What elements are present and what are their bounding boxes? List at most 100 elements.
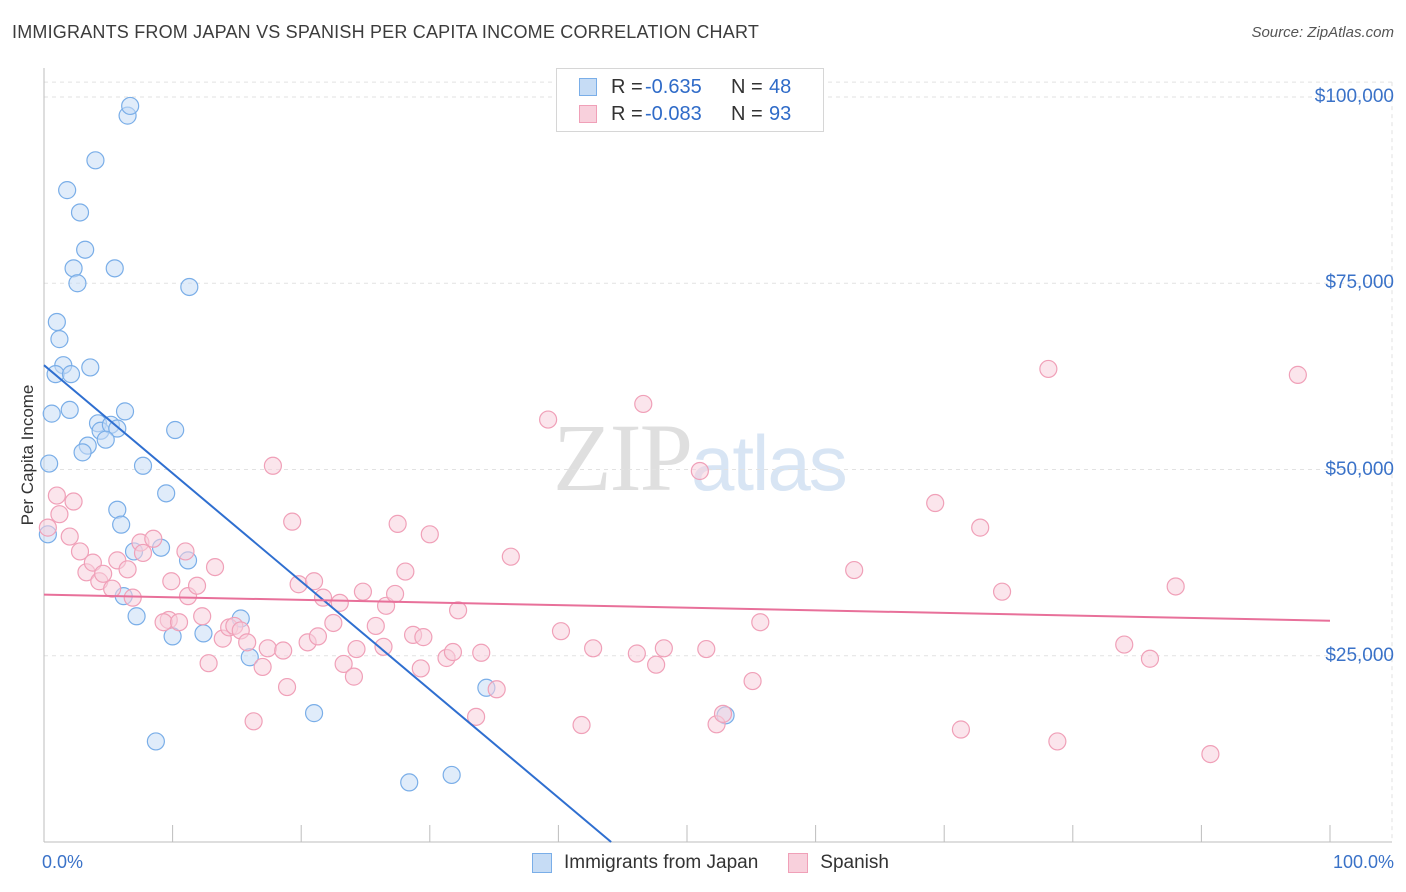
point-spanish — [697, 639, 716, 659]
watermark-atlas: atlas — [691, 419, 848, 507]
point-spanish — [584, 639, 603, 658]
point-spanish — [992, 582, 1012, 601]
point-spanish — [162, 572, 181, 591]
point-spanish — [205, 557, 225, 577]
point-spanish — [118, 560, 137, 579]
point-spanish — [539, 410, 558, 429]
point-spanish — [176, 542, 195, 561]
point-spanish — [634, 394, 653, 414]
y-axis-label: Per Capita Income — [18, 384, 37, 526]
point-japan — [73, 443, 92, 462]
point-japan — [115, 402, 135, 421]
point-spanish — [1048, 732, 1067, 751]
point-spanish — [472, 643, 491, 662]
series-legend-item-japan[interactable]: Immigrants from Japan — [532, 852, 758, 874]
point-spanish — [334, 654, 353, 674]
point-japan — [47, 312, 66, 332]
point-spanish — [193, 607, 212, 626]
point-spanish — [971, 518, 990, 537]
point-spanish — [951, 720, 971, 739]
point-spanish — [313, 588, 333, 607]
legend-r-value: -0.083 — [645, 102, 702, 125]
point-spanish — [1039, 359, 1058, 379]
point-spanish — [385, 584, 405, 604]
point-japan — [96, 430, 115, 449]
legend-n-label: N = — [731, 102, 763, 125]
series-legend-label-japan: Immigrants from Japan — [564, 852, 759, 873]
point-spanish — [347, 639, 366, 659]
y-tick-label-25000: $25,000 — [1325, 644, 1394, 666]
point-spanish — [64, 492, 83, 511]
point-spanish — [133, 543, 153, 563]
point-spanish — [654, 639, 673, 658]
point-spanish — [487, 680, 506, 699]
source-label: Source: ZipAtlas.com — [1251, 24, 1394, 41]
point-spanish — [169, 613, 189, 632]
point-spanish — [845, 560, 864, 580]
watermark: ZIPatlas — [553, 402, 848, 513]
point-spanish — [123, 588, 142, 607]
point-japan — [50, 330, 69, 349]
trend-line-japan — [43, 364, 612, 843]
point-japan — [304, 704, 324, 723]
point-spanish — [60, 527, 79, 546]
series-swatch-japan — [532, 853, 552, 873]
point-spanish — [1288, 365, 1307, 384]
point-spanish — [353, 582, 373, 601]
point-spanish — [274, 641, 293, 660]
legend-n-value: 93 — [769, 102, 792, 125]
point-japan — [60, 400, 79, 419]
point-spanish — [751, 613, 770, 632]
point-spanish — [396, 562, 415, 581]
point-japan — [112, 515, 131, 534]
point-spanish — [344, 667, 364, 686]
series-legend: Immigrants from Japan Spanish — [532, 852, 919, 874]
point-spanish — [283, 512, 302, 531]
point-japan — [68, 274, 87, 293]
point-spanish — [47, 486, 66, 505]
point-spanish — [238, 633, 257, 652]
series-spanish — [38, 359, 1307, 764]
point-japan — [166, 420, 185, 440]
point-spanish — [743, 671, 762, 691]
watermark-zip: ZIP — [553, 404, 693, 511]
point-spanish — [366, 616, 385, 636]
point-spanish — [324, 613, 343, 633]
point-japan — [127, 607, 146, 626]
point-japan — [105, 259, 124, 278]
point-japan — [86, 151, 105, 170]
series-legend-item-spanish[interactable]: Spanish — [788, 852, 889, 874]
y-tick-label-50000: $50,000 — [1325, 458, 1394, 480]
point-spanish — [501, 547, 520, 566]
legend-row-spanish: R = -0.083 N = 93 — [579, 101, 791, 127]
point-japan — [58, 181, 77, 200]
legend-row-japan: R = -0.635 N = 48 — [579, 74, 791, 100]
point-spanish — [448, 601, 468, 620]
x-tick-label-max: 100.0% — [1332, 852, 1394, 872]
legend-n-value: 48 — [769, 75, 792, 98]
point-spanish — [374, 637, 393, 656]
point-spanish — [263, 456, 283, 475]
legend-n-label: N = — [731, 75, 763, 98]
point-japan — [40, 454, 59, 473]
series-layer — [38, 96, 1307, 792]
trend-line-spanish — [43, 593, 1331, 622]
point-spanish — [144, 529, 163, 548]
point-japan — [146, 732, 165, 751]
x-tick-label-min: 0.0% — [42, 852, 84, 872]
point-spanish — [551, 622, 571, 641]
legend-r-value: -0.635 — [645, 75, 702, 98]
point-spanish — [94, 564, 113, 583]
point-spanish — [388, 514, 407, 533]
point-spanish — [244, 712, 263, 731]
point-japan — [64, 259, 83, 278]
point-japan — [180, 277, 199, 297]
point-spanish — [690, 461, 709, 481]
series-japan — [38, 96, 735, 792]
y-tick-label-75000: $75,000 — [1325, 272, 1394, 294]
legend-swatch-spanish — [579, 105, 597, 123]
point-spanish — [414, 628, 433, 647]
point-spanish — [1115, 635, 1134, 654]
